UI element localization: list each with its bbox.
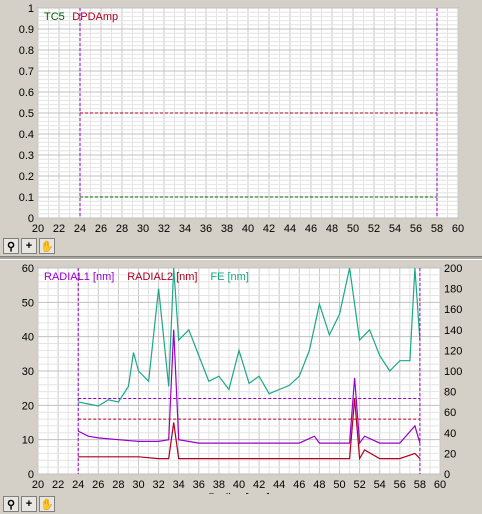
splitter[interactable] xyxy=(0,256,482,260)
x-tick-label: 54 xyxy=(389,223,401,235)
legend-entry: FE [nm] xyxy=(210,271,249,283)
y-tick-label: 0.9 xyxy=(19,24,34,36)
y-tick-label: 0.3 xyxy=(19,150,34,162)
x-tick-label: 46 xyxy=(305,223,317,235)
y-tick-label: 0.1 xyxy=(19,192,34,204)
x-tick-label: 44 xyxy=(284,223,296,235)
y2-tick-label: 100 xyxy=(444,366,462,378)
bottom-chart-toolbar: ⚲ + ✋ xyxy=(0,494,55,514)
x-tick-label: 52 xyxy=(368,223,380,235)
x-tick-label: 40 xyxy=(233,479,245,491)
x-tick-label: 22 xyxy=(52,479,64,491)
y-tick-label: 0.6 xyxy=(19,87,34,99)
y-tick-label: 0 xyxy=(28,213,34,225)
y2-tick-label: 160 xyxy=(444,304,462,316)
x-tick-label: 34 xyxy=(179,223,191,235)
top-chart-panel: 0 0.1 0.2 0.3 0.4 0.5 0.6 0.7 0.8 0.9 1 20 22 24 26 28 3… xyxy=(0,0,482,256)
x-tick-label: 52 xyxy=(353,479,365,491)
y2-tick-label: 60 xyxy=(444,407,456,419)
x-tick-label: 60 xyxy=(452,223,464,235)
y-tick-label: 20 xyxy=(22,400,34,412)
x-tick-label: 40 xyxy=(242,223,254,235)
x-tick-label: 54 xyxy=(374,479,386,491)
x-tick-label: 28 xyxy=(116,223,128,235)
y-tick-label: 0.8 xyxy=(19,45,34,57)
x-tick-label: 36 xyxy=(200,223,212,235)
y-tick-label: 10 xyxy=(22,435,34,447)
x-tick-label: 26 xyxy=(95,223,107,235)
y2-tick-label: 0 xyxy=(444,469,450,481)
x-tick-label: 20 xyxy=(32,479,44,491)
x-tick-label: 56 xyxy=(410,223,422,235)
y2-tick-label: 120 xyxy=(444,345,462,357)
y2-tick-label: 140 xyxy=(444,325,462,337)
x-tick-label: 50 xyxy=(347,223,359,235)
y-tick-label: 30 xyxy=(22,366,34,378)
y-tick-label: 50 xyxy=(22,297,34,309)
pan-hand-icon[interactable]: ✋ xyxy=(39,496,55,512)
y-tick-label: 40 xyxy=(22,332,34,344)
x-tick-label: 50 xyxy=(333,479,345,491)
x-tick-label: 56 xyxy=(394,479,406,491)
series-line-radial1 xyxy=(77,329,421,445)
bottom-chart[interactable]: 0102030405060020406080100120140160180200… xyxy=(0,260,482,494)
x-tick-label: 42 xyxy=(263,223,275,235)
x-axis-label: Radius [mm] xyxy=(208,492,270,494)
zoom-icon[interactable]: ⚲ xyxy=(3,496,19,512)
y-tick-label: 0.2 xyxy=(19,171,34,183)
legend-entry: RADIAL2 [nm] xyxy=(127,271,197,283)
x-tick-label: 58 xyxy=(414,479,426,491)
x-tick-label: 30 xyxy=(132,479,144,491)
x-tick-label: 38 xyxy=(221,223,233,235)
top-chart-toolbar: ⚲ + ✋ xyxy=(0,236,55,256)
y-tick-label: 0.4 xyxy=(19,129,34,141)
y2-tick-label: 80 xyxy=(444,387,456,399)
x-tick-label: 38 xyxy=(213,479,225,491)
y-tick-label: 0 xyxy=(28,469,34,481)
x-tick-label: 32 xyxy=(152,479,164,491)
x-tick-label: 58 xyxy=(431,223,443,235)
x-tick-label: 32 xyxy=(158,223,170,235)
y-tick-label: 1 xyxy=(28,3,34,15)
y-tick-label: 60 xyxy=(22,263,34,275)
y2-tick-label: 200 xyxy=(444,263,462,275)
x-tick-label: 20 xyxy=(32,223,44,235)
x-tick-label: 48 xyxy=(326,223,338,235)
x-tick-label: 28 xyxy=(112,479,124,491)
x-tick-label: 22 xyxy=(53,223,65,235)
legend-entry: RADIAL1 [nm] xyxy=(44,271,114,283)
y-tick-label: 0.7 xyxy=(19,66,34,78)
pan-hand-icon[interactable]: ✋ xyxy=(39,238,55,254)
x-tick-label: 42 xyxy=(253,479,265,491)
top-chart[interactable]: 0 0.1 0.2 0.3 0.4 0.5 0.6 0.7 0.8 0.9 1 20 22 24 26 28 3… xyxy=(0,0,482,236)
series-line-radial2 xyxy=(78,398,421,461)
x-tick-label: 46 xyxy=(293,479,305,491)
bottom-chart-panel: 0 10 20 30 40 50 60 0 20 40 60 80 100 120 140 160 180 200… xyxy=(0,260,482,514)
legend-entry: TC5 xyxy=(44,11,65,23)
x-tick-label: 34 xyxy=(173,479,185,491)
x-tick-label: 30 xyxy=(137,223,149,235)
x-tick-label: 24 xyxy=(74,223,86,235)
x-tick-label: 60 xyxy=(434,479,446,491)
y-tick-label: 0.5 xyxy=(19,108,34,120)
x-tick-label: 24 xyxy=(72,479,84,491)
x-tick-label: 26 xyxy=(92,479,104,491)
y2-tick-label: 40 xyxy=(444,428,456,440)
y2-tick-label: 180 xyxy=(444,284,462,296)
y2-tick-label: 20 xyxy=(444,448,456,460)
x-tick-label: 48 xyxy=(313,479,325,491)
x-tick-label: 44 xyxy=(273,479,285,491)
crosshair-icon[interactable]: + xyxy=(21,496,37,512)
legend-entry: DPDAmp xyxy=(72,11,118,23)
series-line-fe xyxy=(78,267,421,407)
x-tick-label: 36 xyxy=(193,479,205,491)
crosshair-icon[interactable]: + xyxy=(21,238,37,254)
zoom-icon[interactable]: ⚲ xyxy=(3,238,19,254)
